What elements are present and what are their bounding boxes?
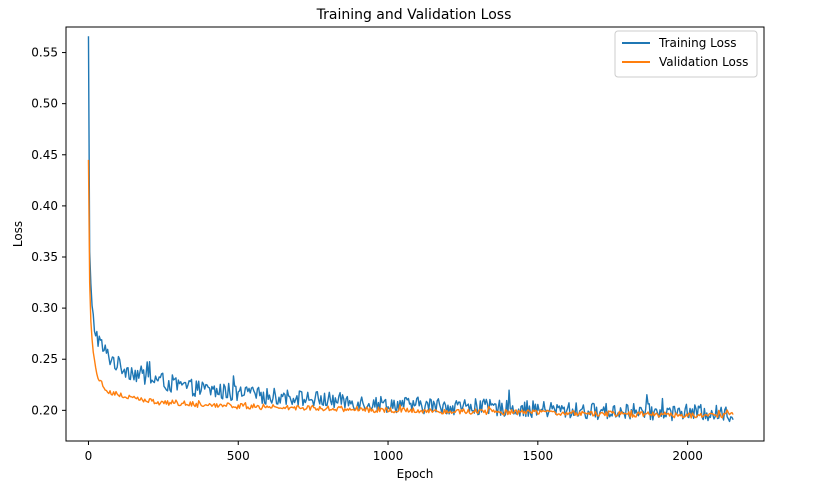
x-tick-label: 500 — [227, 449, 250, 463]
x-tick-label: 1500 — [523, 449, 554, 463]
y-axis-label: Loss — [11, 221, 25, 247]
y-axis: 0.20 0.25 0.30 0.35 0.40 0.45 0.50 0.55 — [31, 46, 66, 417]
y-tick-label: 0.55 — [31, 46, 58, 60]
x-tick-label: 2000 — [672, 449, 703, 463]
validation-loss-line — [87, 159, 734, 419]
y-tick-label: 0.20 — [31, 403, 58, 417]
legend-validation-label: Validation Loss — [659, 55, 748, 69]
y-tick-label: 0.35 — [31, 250, 58, 264]
y-tick-label: 0.50 — [31, 97, 58, 111]
chart-title: Training and Validation Loss — [316, 7, 512, 23]
legend-training-label: Training Loss — [658, 36, 736, 50]
x-tick-label: 1000 — [373, 449, 404, 463]
legend: Training Loss Validation Loss — [614, 30, 758, 78]
plot-area — [65, 26, 765, 442]
legend-box — [614, 30, 758, 78]
y-tick-label: 0.45 — [31, 148, 58, 162]
y-tick-label: 0.40 — [31, 199, 58, 213]
x-axis-label: Epoch — [397, 467, 434, 481]
plot-frame — [65, 26, 765, 442]
x-tick-label: 0 — [85, 449, 93, 463]
x-axis: 0 500 1000 1500 2000 — [85, 441, 703, 463]
y-tick-label: 0.30 — [31, 301, 58, 315]
training-loss-line — [87, 36, 734, 423]
y-tick-label: 0.25 — [31, 352, 58, 366]
